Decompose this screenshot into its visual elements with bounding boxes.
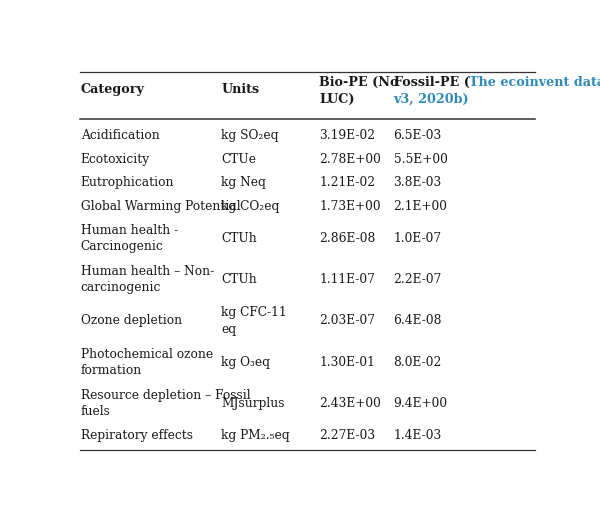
Text: Human health -
Carcinogenic: Human health - Carcinogenic: [80, 224, 178, 253]
Text: Units: Units: [221, 83, 260, 96]
Text: 3.19E-02: 3.19E-02: [319, 130, 375, 142]
Text: Global Warming Potential: Global Warming Potential: [80, 199, 240, 212]
Text: kg Neq: kg Neq: [221, 176, 266, 189]
Text: 5.5E+00: 5.5E+00: [394, 153, 448, 166]
Text: kg SO₂eq: kg SO₂eq: [221, 130, 279, 142]
Text: kg CFC-11
eq: kg CFC-11 eq: [221, 306, 287, 336]
Text: 6.4E-08: 6.4E-08: [394, 315, 442, 327]
Text: Category: Category: [80, 83, 145, 96]
Text: 6.5E-03: 6.5E-03: [394, 130, 442, 142]
Text: Ozone depletion: Ozone depletion: [80, 315, 182, 327]
Text: CTUe: CTUe: [221, 153, 256, 166]
Text: 1.0E-07: 1.0E-07: [394, 232, 442, 245]
Text: LUC): LUC): [319, 93, 355, 106]
Text: kg CO₂eq: kg CO₂eq: [221, 199, 280, 212]
Text: 1.21E-02: 1.21E-02: [319, 176, 375, 189]
Text: The ecoinvent database: The ecoinvent database: [469, 76, 600, 89]
Text: 9.4E+00: 9.4E+00: [394, 397, 448, 410]
Text: 1.73E+00: 1.73E+00: [319, 199, 381, 212]
Text: 2.27E-03: 2.27E-03: [319, 430, 375, 443]
Text: Photochemical ozone
formation: Photochemical ozone formation: [80, 347, 213, 377]
Text: 2.2E-07: 2.2E-07: [394, 273, 442, 286]
Text: Human health – Non-
carcinogenic: Human health – Non- carcinogenic: [80, 265, 214, 295]
Text: Resource depletion – Fossil
fuels: Resource depletion – Fossil fuels: [80, 389, 250, 418]
Text: 2.43E+00: 2.43E+00: [319, 397, 381, 410]
Text: 1.30E-01: 1.30E-01: [319, 356, 375, 369]
Text: 3.8E-03: 3.8E-03: [394, 176, 442, 189]
Text: 2.03E-07: 2.03E-07: [319, 315, 375, 327]
Text: 8.0E-02: 8.0E-02: [394, 356, 442, 369]
Text: Bio-PE (No: Bio-PE (No: [319, 76, 398, 89]
Text: Eutrophication: Eutrophication: [80, 176, 174, 189]
Text: Fossil-PE (: Fossil-PE (: [394, 76, 469, 89]
Text: 1.4E-03: 1.4E-03: [394, 430, 442, 443]
Text: CTUh: CTUh: [221, 273, 257, 286]
Text: v3, 2020b): v3, 2020b): [394, 93, 469, 106]
Text: 2.1E+00: 2.1E+00: [394, 199, 448, 212]
Text: MJsurplus: MJsurplus: [221, 397, 285, 410]
Text: Repiratory effects: Repiratory effects: [80, 430, 193, 443]
Text: Acidification: Acidification: [80, 130, 160, 142]
Text: 1.11E-07: 1.11E-07: [319, 273, 375, 286]
Text: kg O₃eq: kg O₃eq: [221, 356, 271, 369]
Text: Ecotoxicity: Ecotoxicity: [80, 153, 150, 166]
Text: kg PM₂.₅eq: kg PM₂.₅eq: [221, 430, 290, 443]
Text: 2.78E+00: 2.78E+00: [319, 153, 381, 166]
Text: 2.86E-08: 2.86E-08: [319, 232, 376, 245]
Text: CTUh: CTUh: [221, 232, 257, 245]
